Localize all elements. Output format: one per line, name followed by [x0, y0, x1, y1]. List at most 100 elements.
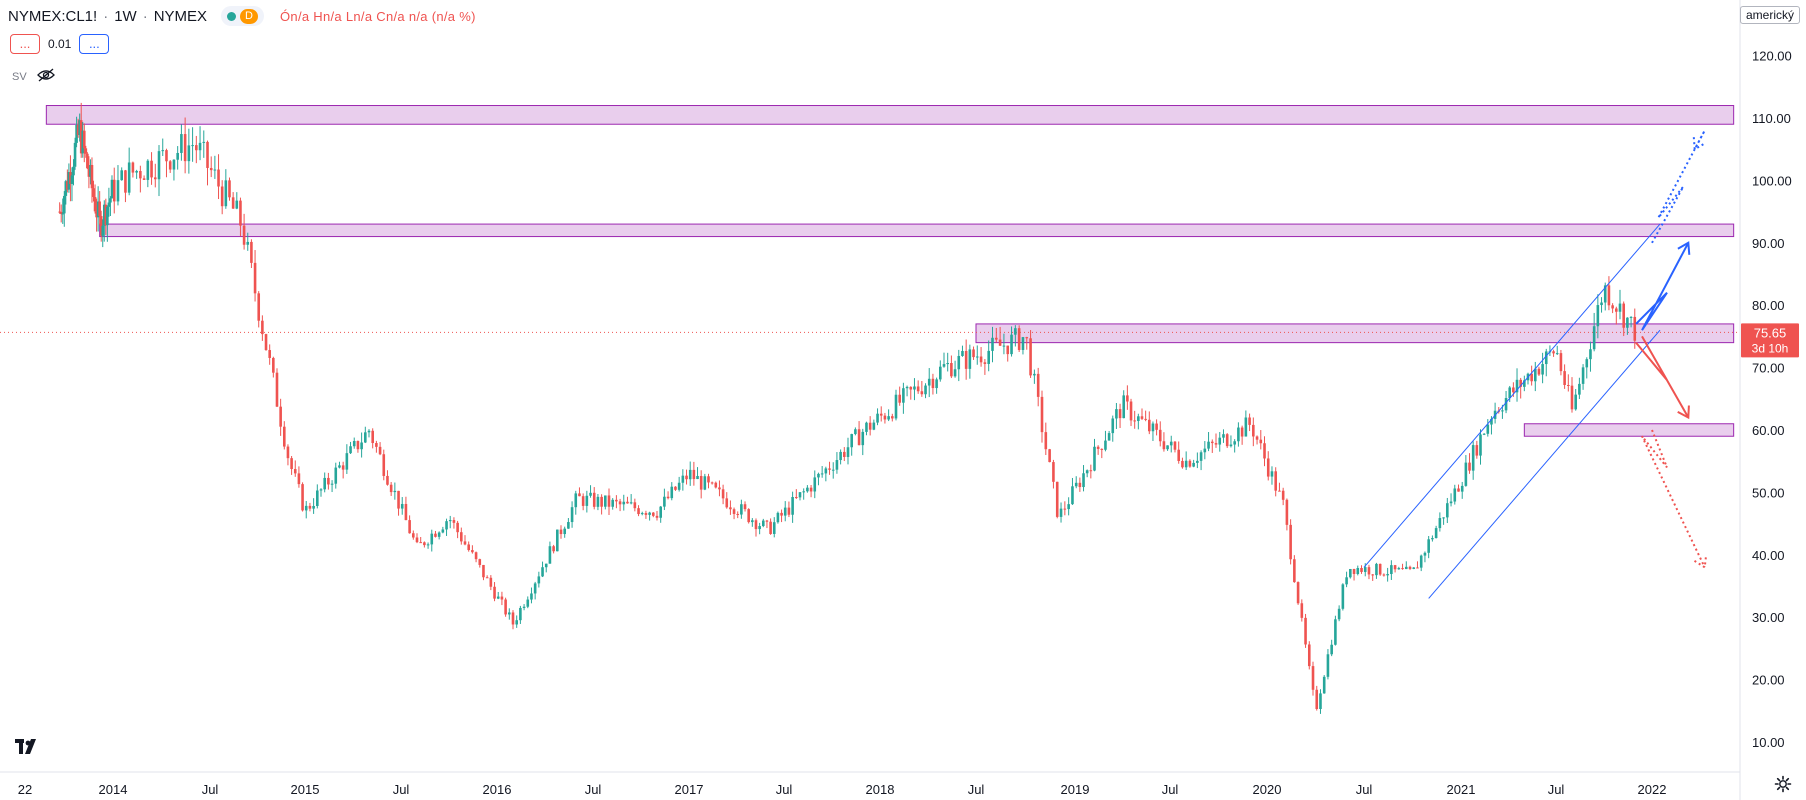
candle-body[interactable]	[776, 512, 780, 523]
candle-body[interactable]	[835, 460, 839, 470]
candle-body[interactable]	[1330, 644, 1333, 655]
candle-body[interactable]	[1519, 379, 1522, 387]
candle-body[interactable]	[1122, 395, 1126, 419]
candle-body[interactable]	[725, 498, 729, 508]
candle-body[interactable]	[850, 434, 853, 448]
candle-body[interactable]	[460, 532, 463, 542]
candle-body[interactable]	[261, 320, 264, 335]
candle-body[interactable]	[1040, 396, 1044, 433]
candle-body[interactable]	[765, 520, 769, 522]
candle-body[interactable]	[110, 179, 114, 199]
candle-body[interactable]	[1137, 416, 1140, 422]
candle-body[interactable]	[93, 196, 97, 212]
symbol-name[interactable]: NYMEX:CL1!	[8, 7, 98, 25]
candle-body[interactable]	[430, 533, 434, 545]
candle-body[interactable]	[592, 492, 596, 507]
candle-body[interactable]	[519, 607, 522, 621]
candle-body[interactable]	[526, 599, 530, 607]
candle-body[interactable]	[868, 422, 872, 430]
candle-body[interactable]	[1085, 470, 1089, 474]
candle-body[interactable]	[364, 432, 367, 443]
candle-body[interactable]	[1017, 328, 1021, 350]
candle-body[interactable]	[246, 241, 250, 245]
candle-body[interactable]	[404, 503, 408, 521]
candle-body[interactable]	[942, 364, 946, 367]
candle-body[interactable]	[485, 577, 489, 579]
resistance-zone[interactable]	[99, 223, 1735, 238]
candle-body[interactable]	[802, 491, 805, 493]
candle-body[interactable]	[732, 509, 736, 514]
candle-body[interactable]	[146, 160, 150, 180]
candle-body[interactable]	[352, 440, 356, 447]
candle-body[interactable]	[1133, 420, 1136, 422]
candle-body[interactable]	[1078, 482, 1082, 488]
candle-body[interactable]	[131, 162, 135, 173]
candle-body[interactable]	[515, 620, 518, 625]
candle-body[interactable]	[563, 528, 566, 535]
candle-body[interactable]	[64, 181, 68, 196]
candle-body[interactable]	[1237, 427, 1240, 442]
candle-body[interactable]	[857, 429, 861, 446]
candle-body[interactable]	[772, 522, 776, 534]
candle-body[interactable]	[504, 599, 507, 615]
candle-body[interactable]	[953, 369, 957, 377]
candle-body[interactable]	[106, 206, 109, 226]
candle-body[interactable]	[445, 521, 448, 530]
candle-body[interactable]	[1025, 337, 1029, 339]
candle-body[interactable]	[1397, 568, 1401, 570]
candle-body[interactable]	[389, 484, 393, 493]
tradingview-logo-icon[interactable]	[14, 736, 44, 758]
candle-body[interactable]	[1322, 676, 1326, 694]
candle-body[interactable]	[589, 492, 592, 496]
candle-body[interactable]	[1071, 486, 1074, 505]
candle-body[interactable]	[1419, 555, 1423, 568]
candle-body[interactable]	[891, 416, 894, 419]
interval-label[interactable]: 1W	[114, 7, 137, 25]
candle-body[interactable]	[828, 468, 831, 470]
candle-body[interactable]	[1438, 518, 1442, 529]
candle-body[interactable]	[448, 520, 452, 522]
candle-body[interactable]	[1188, 460, 1192, 467]
candle-body[interactable]	[101, 225, 105, 236]
candle-body[interactable]	[1222, 434, 1225, 438]
candle-body[interactable]	[67, 172, 71, 190]
candle-body[interactable]	[567, 522, 570, 529]
candle-body[interactable]	[1074, 482, 1078, 487]
candle-body[interactable]	[96, 201, 100, 218]
candle-body[interactable]	[544, 563, 548, 568]
candle-body[interactable]	[961, 350, 964, 356]
candle-body[interactable]	[740, 504, 743, 515]
candle-body[interactable]	[1162, 441, 1166, 450]
candle-body[interactable]	[1578, 383, 1581, 395]
candle-body[interactable]	[1570, 385, 1574, 410]
candle-body[interactable]	[1596, 305, 1600, 327]
candle-body[interactable]	[86, 153, 89, 169]
candle-body[interactable]	[1404, 566, 1408, 570]
candle-body[interactable]	[338, 465, 341, 468]
candle-body[interactable]	[1052, 462, 1055, 482]
candle-body[interactable]	[1319, 693, 1322, 710]
candle-body[interactable]	[1393, 565, 1397, 570]
candle-body[interactable]	[813, 477, 817, 492]
candle-body[interactable]	[250, 241, 253, 263]
candle-body[interactable]	[206, 141, 209, 168]
candle-body[interactable]	[150, 160, 153, 178]
candle-body[interactable]	[78, 120, 81, 135]
candle-body[interactable]	[824, 468, 828, 474]
candle-body[interactable]	[75, 124, 78, 143]
candle-body[interactable]	[652, 512, 655, 516]
candle-body[interactable]	[482, 564, 485, 578]
candle-body[interactable]	[375, 443, 378, 447]
candle-body[interactable]	[1177, 449, 1181, 461]
candle-body[interactable]	[714, 482, 718, 488]
candle-body[interactable]	[112, 179, 116, 202]
candle-body[interactable]	[964, 350, 968, 369]
candle-body[interactable]	[1471, 445, 1475, 471]
candle-body[interactable]	[1126, 395, 1129, 402]
candle-body[interactable]	[1533, 368, 1537, 382]
candle-body[interactable]	[1371, 574, 1375, 576]
candle-body[interactable]	[87, 168, 91, 177]
candle-body[interactable]	[950, 363, 953, 377]
candle-body[interactable]	[345, 453, 349, 470]
candle-body[interactable]	[1082, 473, 1085, 488]
